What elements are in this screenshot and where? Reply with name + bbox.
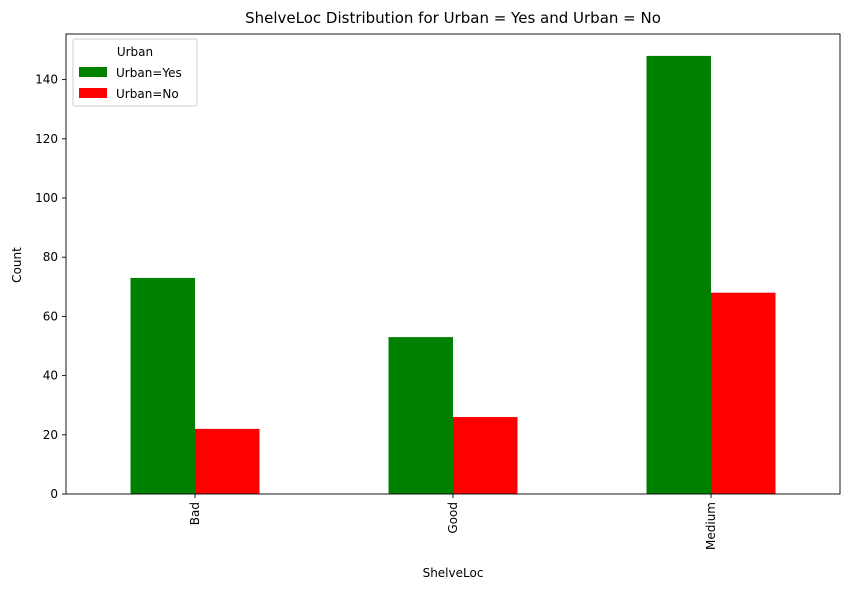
legend-swatch-no <box>79 88 107 98</box>
bar-medium-urban-yes <box>646 55 711 495</box>
bar-bad-urban-yes <box>130 277 195 494</box>
bar-good-urban-yes <box>388 337 453 494</box>
legend-swatch-yes <box>79 67 107 77</box>
y-tick-label: 20 <box>43 428 58 442</box>
y-tick-label: 40 <box>43 369 58 383</box>
y-tick-label: 80 <box>43 250 58 264</box>
legend-label-yes: Urban=Yes <box>116 66 182 80</box>
bar-good-urban-no <box>453 417 518 494</box>
chart-title: ShelveLoc Distribution for Urban = Yes a… <box>245 9 661 27</box>
y-tick-label: 100 <box>35 191 58 205</box>
y-tick-label: 60 <box>43 309 58 323</box>
legend: Urban Urban=Yes Urban=No <box>72 38 198 107</box>
x-tick-label-medium: Medium <box>704 502 718 550</box>
y-tick-label: 120 <box>35 132 58 146</box>
y-tick-label: 0 <box>50 487 58 501</box>
bar-bad-urban-no <box>195 428 260 494</box>
x-tick-label-bad: Bad <box>188 502 202 525</box>
x-axis-label: ShelveLoc <box>423 566 484 580</box>
y-tick-label: 140 <box>35 73 58 87</box>
x-tick-label-good: Good <box>446 502 460 534</box>
legend-title: Urban <box>117 45 153 59</box>
plot-area: 0 20 40 60 80 100 120 140 Bad Good Medium <box>35 33 841 550</box>
legend-label-no: Urban=No <box>116 87 179 101</box>
y-axis-label: Count <box>10 247 24 283</box>
bar-medium-urban-no <box>711 292 776 494</box>
